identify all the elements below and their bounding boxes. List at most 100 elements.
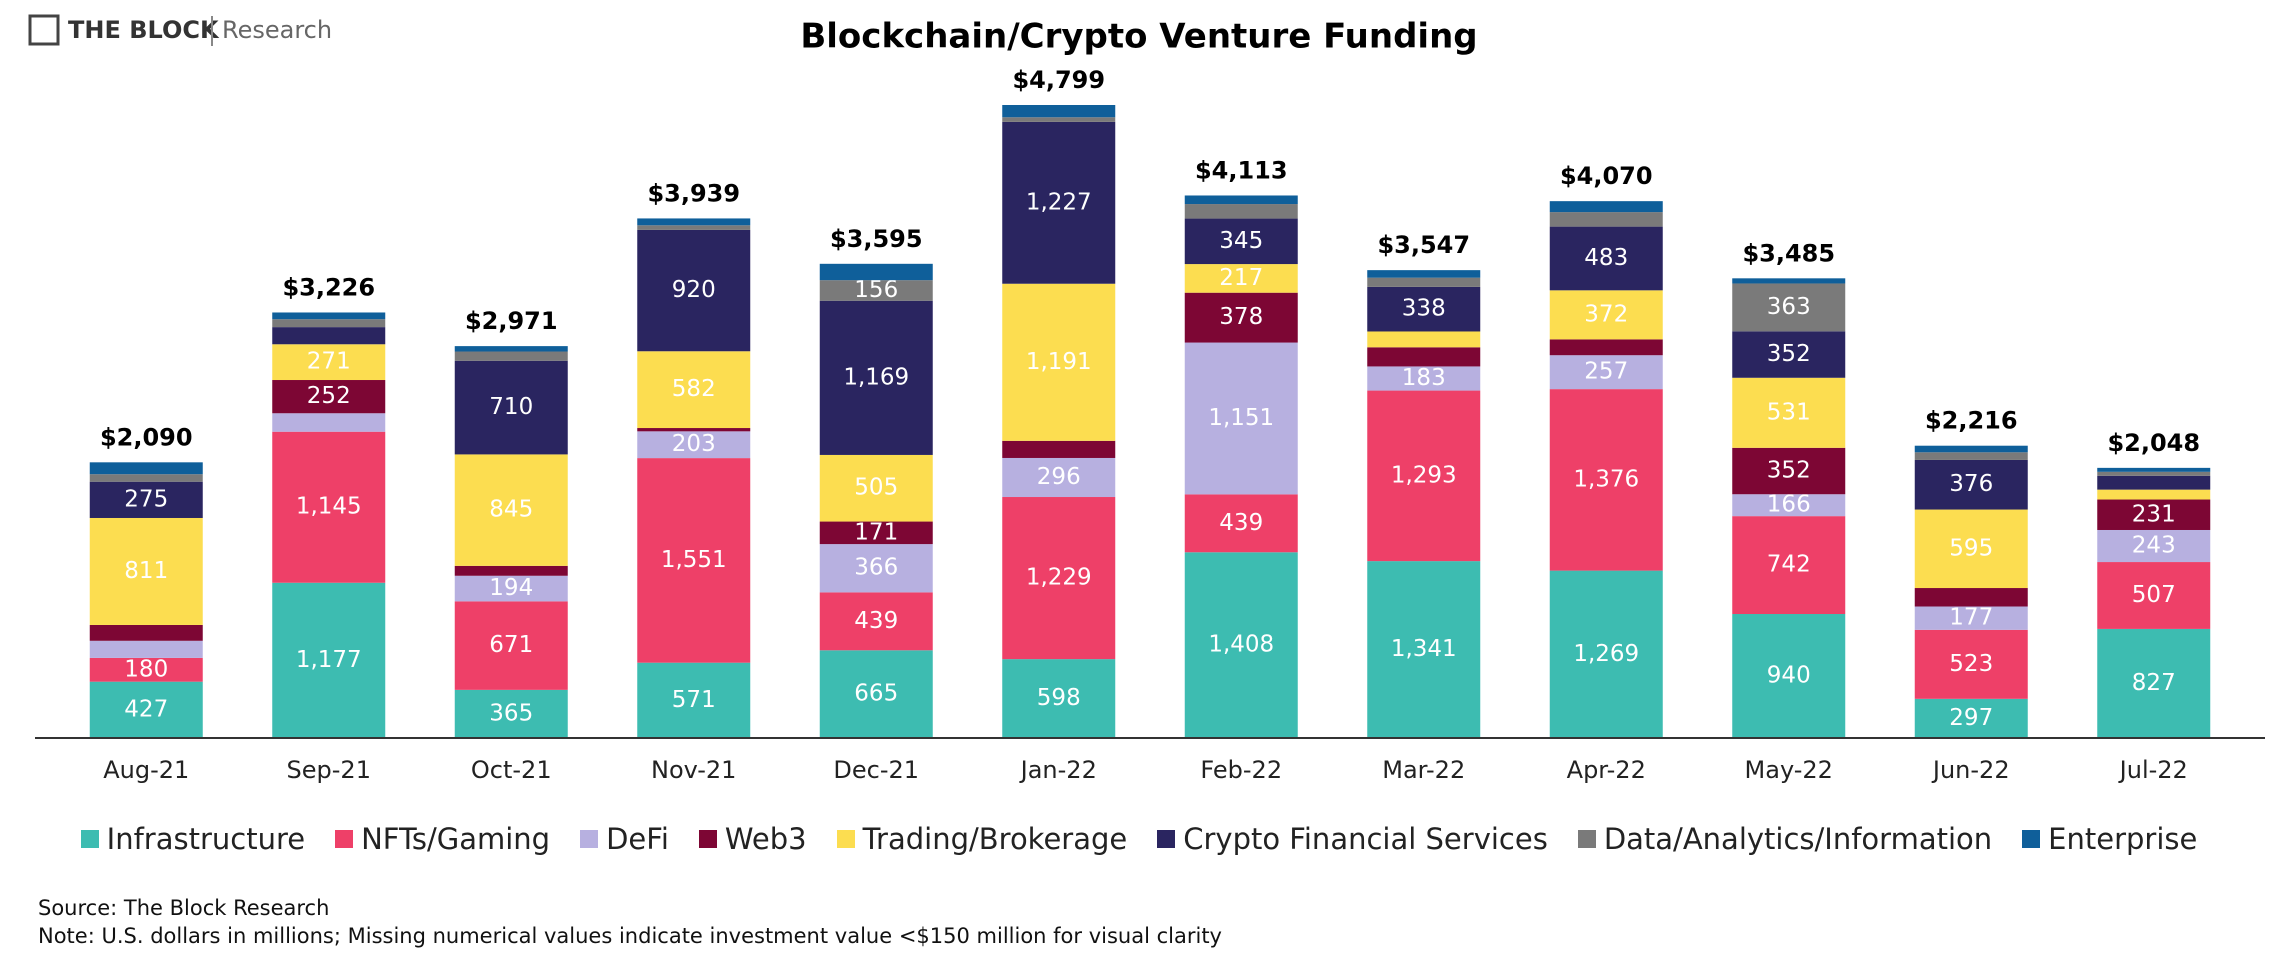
legend-label: Data/Analytics/Information [1603,822,1993,856]
value-label: 505 [854,475,898,501]
bar-segment [454,575,568,602]
bar-segment [1914,459,2028,510]
value-label: 665 [854,681,898,707]
legend-item: NFTs/Gaming [335,822,550,856]
legend-swatch [80,830,99,848]
value-label: 845 [489,497,533,523]
value-label: 203 [672,431,716,457]
bar-segment [1184,552,1298,738]
value-label: 1,227 [1026,189,1092,215]
bar-segment [1914,698,2028,738]
x-tick-label: May-22 [1745,756,1833,784]
legend-label: NFTs/Gaming [361,822,551,856]
total-label: $3,595 [830,225,923,253]
value-label: 171 [854,519,898,545]
bar-segment [1549,290,1663,340]
legend-swatch [2022,830,2041,848]
value-label: 710 [489,394,533,420]
legend-swatch [1577,830,1596,848]
total-label: $3,939 [647,179,740,207]
value-label: 1,229 [1026,565,1092,591]
total-label: $4,799 [1012,66,1105,94]
bar-segment [1732,494,1846,517]
bar-segment [1002,457,1116,498]
bar-segment [1732,377,1846,448]
bar-segment [272,319,386,328]
bar-segment [1184,494,1298,553]
value-label: 595 [1949,535,1993,561]
bar-segment [454,601,568,690]
value-label: 345 [1219,228,1263,254]
value-label: 180 [124,656,168,682]
value-label: 366 [854,555,898,581]
bar-segment [1732,614,1846,738]
value-label: 194 [489,575,533,601]
legend-label: Web3 [724,822,807,856]
bar-segment [272,327,386,345]
bar-segment [1549,201,1663,213]
bar-segment [1732,278,1846,284]
value-label: 338 [1402,296,1446,322]
value-label: 1,151 [1208,405,1274,431]
bar-segment [1914,629,2028,699]
legend-item: Trading/Brokerage [836,822,1127,856]
bar-segment [2097,562,2211,629]
legend-label: Enterprise [2048,822,2198,856]
legend-swatch [335,830,354,848]
total-label: $2,090 [100,423,193,451]
legend-label: DeFi [606,822,669,856]
chart-title: Blockchain/Crypto Venture Funding [800,17,1477,57]
value-label: 271 [307,349,351,375]
bar-segment [1914,452,2028,460]
bar-segment [272,380,386,414]
legend-item: Infrastructure [80,822,305,856]
total-label: $4,070 [1560,162,1653,190]
bar-segment [1002,440,1116,458]
bar-segment [89,462,203,475]
bar-segment [272,431,386,583]
value-label: 811 [124,558,168,584]
value-label: 365 [489,700,533,726]
total-label: $2,048 [2107,429,2200,457]
bar-segment [1732,283,1846,332]
value-label: 940 [1767,663,1811,689]
value-label: 598 [1037,685,1081,711]
value-label: 427 [124,696,168,722]
bar-segment [819,263,933,281]
value-label: 742 [1767,552,1811,578]
bar-segment [1549,570,1663,738]
bar-segment [1367,561,1481,738]
bar-segment [1184,204,1298,219]
value-label: 1,341 [1391,636,1457,662]
bar-segment [1184,264,1298,293]
value-label: 571 [672,687,716,713]
bar-segment [637,662,751,738]
bar-segment [89,657,203,682]
value-label: 671 [489,632,533,658]
value-label: 243 [2132,533,2176,559]
bar-segment [1002,497,1116,660]
value-label: 439 [1219,510,1263,536]
total-label: $2,971 [465,307,558,335]
value-label: 257 [1584,359,1628,385]
value-label: 231 [2132,501,2176,527]
legend-swatch [836,830,855,848]
value-label: 217 [1219,265,1263,291]
bar-segment [1367,277,1481,287]
bar-segment [1549,226,1663,291]
brand-name: THE BLOCK [68,16,220,44]
x-tick-label: Sep-21 [287,756,371,784]
bar-segment [1002,283,1116,441]
value-label: 252 [307,383,351,409]
bar-segment [1914,588,2028,607]
note: Note: U.S. dollars in millions; Missing … [38,924,1222,948]
chart: THE BLOCK Research Blockchain/Crypto Ven… [28,14,2265,784]
bar-segment [2097,471,2211,476]
x-tick-label: Jul-22 [2118,756,2188,784]
value-label: 1,169 [843,364,909,390]
bar-segment [637,218,751,226]
legend-swatch [698,830,717,848]
bar-segment [1367,331,1481,348]
bar-segment [1914,509,2028,589]
